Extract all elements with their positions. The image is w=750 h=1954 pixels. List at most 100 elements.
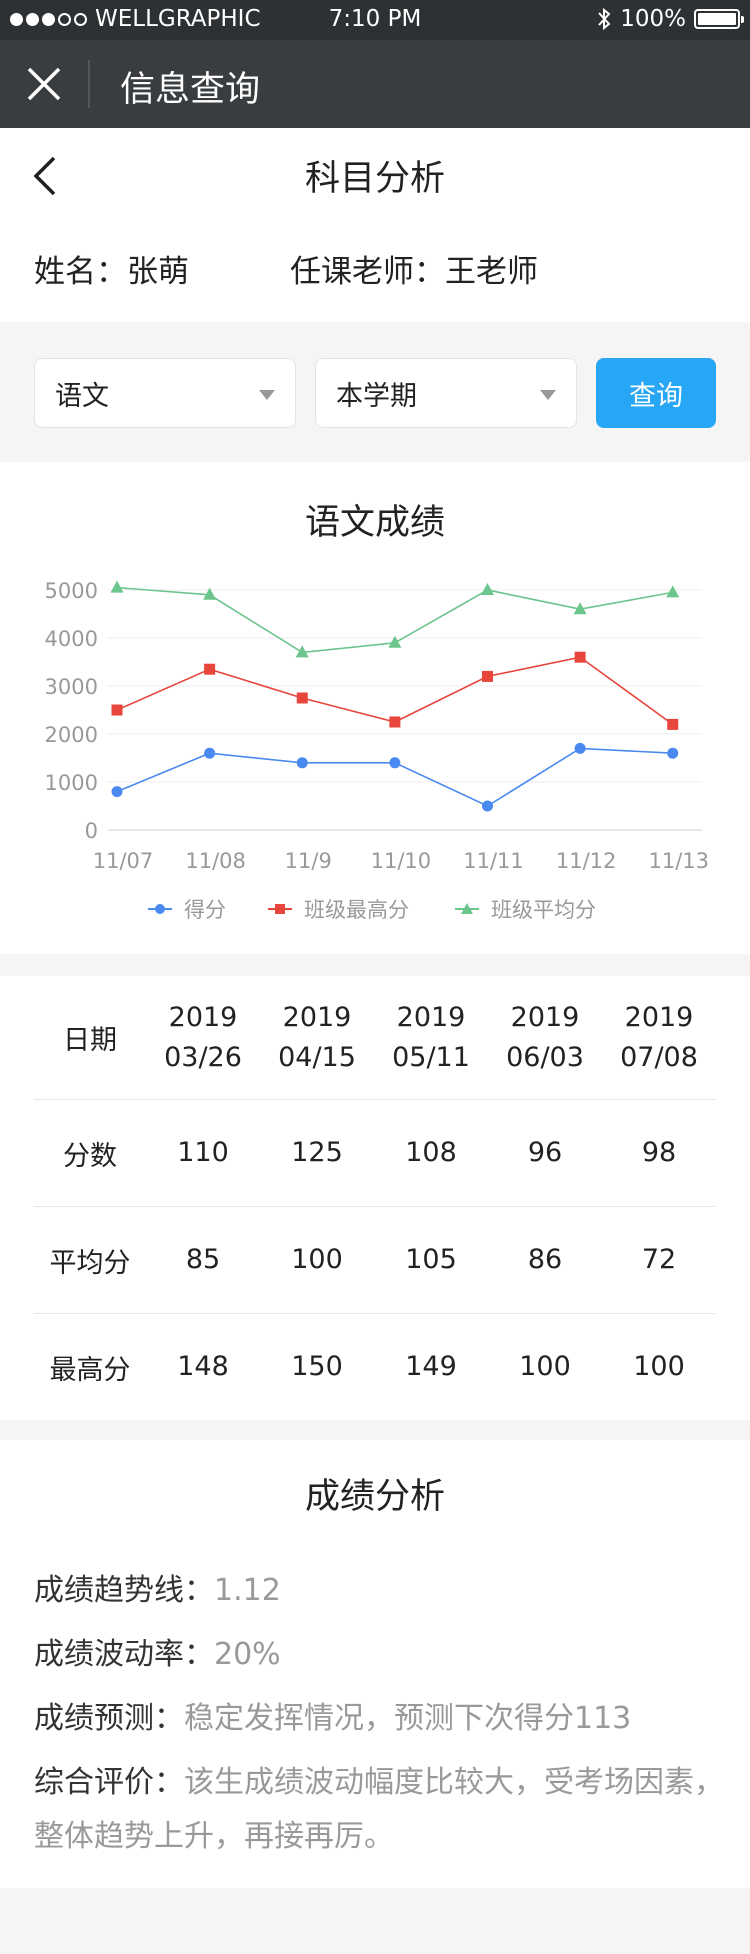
date-year: 2019 (282, 1001, 352, 1033)
table-row: 分数 110 125 108 96 98 (34, 1100, 716, 1207)
table-cell: 72 (641, 1244, 677, 1275)
caret-down-icon (259, 390, 275, 400)
table-cell: 98 (641, 1137, 677, 1168)
data-point (667, 747, 679, 759)
forecast-value: 稳定发挥情况，预测下次得分113 (184, 1701, 632, 1736)
status-right: 100% (596, 6, 744, 32)
analysis-card: 成绩分析 成绩趋势线：1.12 成绩波动率：20% 成绩预测：稳定发挥情况，预测… (0, 1440, 750, 1888)
student-name-label: 姓名： (34, 254, 127, 290)
x-tick-label: 11/9 (285, 849, 332, 873)
forecast-item: 成绩预测：稳定发挥情况，预测下次得分113 (34, 1692, 724, 1746)
row-label: 分数 (63, 1140, 117, 1172)
y-tick-label: 4000 (45, 627, 98, 651)
x-tick-label: 11/13 (648, 849, 709, 873)
data-point (295, 645, 309, 658)
data-point (296, 692, 308, 704)
y-tick-label: 0 (85, 819, 98, 843)
date-year: 2019 (168, 1001, 238, 1033)
table-row: 平均分 85 100 105 86 72 (34, 1207, 716, 1314)
query-button[interactable]: 查询 (596, 358, 716, 428)
date-cell: 2019 06/03 (488, 998, 602, 1078)
trend-line-item: 成绩趋势线：1.12 (34, 1564, 724, 1618)
x-tick-label: 11/11 (463, 849, 524, 873)
table-cell: 125 (291, 1137, 343, 1168)
data-point (204, 747, 216, 759)
y-tick-label: 3000 (45, 675, 98, 699)
date-year: 2019 (510, 1001, 580, 1033)
data-point (110, 580, 124, 593)
battery-icon (694, 9, 744, 29)
legend-marker (275, 904, 285, 914)
date-md: 07/08 (620, 1041, 698, 1073)
close-icon[interactable] (24, 64, 64, 104)
legend-label: 班级最高分 (304, 898, 409, 922)
chart-title: 语文成绩 (304, 503, 445, 543)
status-time: 7:10 PM (328, 6, 422, 32)
navbar: 信息查询 (0, 40, 750, 128)
term-select-value: 本学期 (336, 380, 417, 412)
trend-label: 成绩趋势线： (34, 1573, 214, 1608)
table-header-label: 日期 (63, 1025, 117, 1056)
navbar-divider (88, 60, 90, 108)
subject-select[interactable]: 语文 (34, 358, 296, 428)
caret-down-icon (540, 390, 556, 400)
data-point (482, 800, 493, 812)
data-point (204, 663, 216, 675)
x-tick-label: 11/12 (556, 849, 617, 873)
date-md: 04/15 (278, 1041, 356, 1073)
date-year: 2019 (396, 1001, 466, 1033)
data-point (573, 602, 587, 615)
analysis-title: 成绩分析 (304, 1477, 445, 1517)
date-cell: 2019 07/08 (602, 998, 716, 1078)
row-label: 平均分 (49, 1247, 131, 1279)
data-point (666, 585, 680, 598)
volatility-value: 20% (214, 1637, 281, 1672)
data-point (482, 670, 493, 682)
score-chart-card: 语文成绩 0 1000 2000 3000 4000 5000 11/07 11/08 11/9… (0, 462, 750, 954)
y-tick-label: 2000 (45, 723, 98, 747)
data-point (111, 786, 123, 798)
series-line (116, 656, 674, 726)
date-cell: 2019 05/11 (374, 998, 488, 1078)
legend-marker (155, 904, 165, 914)
bluetooth-icon (598, 7, 611, 31)
student-name-value: 张萌 (127, 254, 189, 290)
table-cell: 96 (527, 1137, 563, 1168)
forecast-label: 成绩预测： (34, 1701, 184, 1736)
teacher-value: 王老师 (445, 254, 538, 290)
table-header-row: 日期 2019 03/26 2019 04/15 2019 05/11 2019 06/… (34, 976, 716, 1100)
teacher-label: 任课老师： (290, 254, 445, 290)
back-icon[interactable] (26, 152, 66, 200)
overall-value: 该生成绩波动幅度比较大，受考场因素，整体趋势上升，再接再厉。 (34, 1765, 724, 1854)
x-tick-label: 11/07 (93, 849, 154, 873)
student-name: 姓名：张萌 (34, 246, 189, 291)
table-cell: 148 (177, 1351, 229, 1382)
table-cell: 105 (405, 1244, 457, 1275)
data-point (574, 651, 586, 663)
x-tick-label: 11/10 (371, 849, 432, 873)
line-chart: 0 1000 2000 3000 4000 5000 11/07 11/08 11/9 11/10… (45, 579, 709, 922)
table-cell: 100 (633, 1351, 685, 1382)
data-point (481, 583, 494, 595)
table-cell: 86 (527, 1244, 563, 1275)
volatility-label: 成绩波动率： (34, 1637, 214, 1672)
term-select[interactable]: 本学期 (315, 358, 577, 428)
data-point (203, 587, 217, 600)
subject-select-value: 语文 (55, 380, 109, 412)
x-tick-label: 11/08 (185, 849, 246, 873)
table-cell: 150 (291, 1351, 343, 1382)
table-cell: 100 (291, 1244, 343, 1275)
teacher-name: 任课老师：王老师 (290, 246, 538, 291)
date-cell: 2019 04/15 (260, 998, 374, 1078)
data-point (389, 757, 401, 769)
filter-bar: 语文 本学期 查询 (0, 322, 750, 462)
data-point (111, 704, 123, 716)
y-tick-label: 1000 (45, 771, 98, 795)
date-year: 2019 (624, 1001, 694, 1033)
volatility-item: 成绩波动率：20% (34, 1628, 724, 1682)
overall-item: 综合评价：该生成绩波动幅度比较大，受考场因素，整体趋势上升，再接再厉。 (34, 1756, 724, 1864)
table-cell: 100 (519, 1351, 571, 1382)
data-point (667, 718, 679, 730)
trend-value: 1.12 (214, 1573, 281, 1608)
series-line (116, 747, 673, 807)
